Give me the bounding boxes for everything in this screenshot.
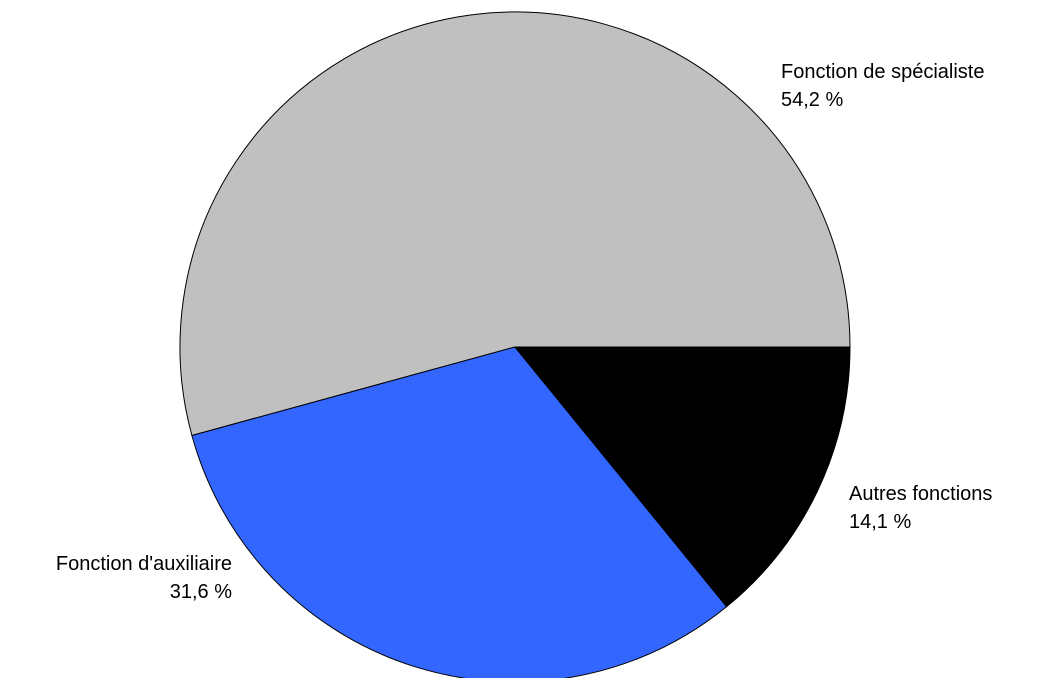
slice-autres: [513, 346, 851, 608]
slice-auxiliaire: [191, 346, 728, 678]
label-auxiliaire: Fonction d'auxiliaire 31,6 %: [56, 553, 232, 603]
label-autres-value: 14,1 %: [849, 511, 911, 533]
label-auxiliaire-name: Fonction d'auxiliaire: [56, 553, 232, 575]
label-specialiste-value: 54,2 %: [781, 89, 843, 111]
pie-slices: [179, 11, 851, 678]
label-autres: Autres fonctions 14,1 %: [849, 483, 992, 533]
slice-specialiste: [179, 11, 851, 437]
label-specialiste-name: Fonction de spécialiste: [781, 61, 984, 83]
label-autres-name: Autres fonctions: [849, 483, 992, 505]
label-specialiste: Fonction de spécialiste 54,2 %: [781, 61, 984, 111]
label-auxiliaire-value: 31,6 %: [170, 581, 232, 603]
